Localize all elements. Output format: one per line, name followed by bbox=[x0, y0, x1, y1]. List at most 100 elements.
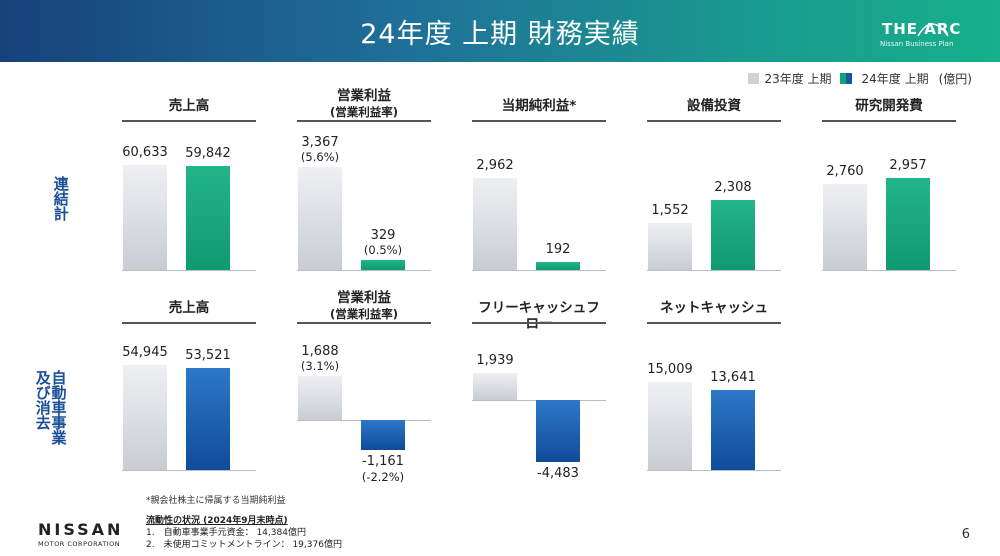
chart-title-text: 売上高 bbox=[168, 300, 210, 316]
chart-baseline bbox=[472, 270, 606, 271]
bar-23 bbox=[648, 382, 692, 470]
arc-logo-icon bbox=[917, 23, 949, 37]
data-label: -1,161 bbox=[362, 454, 404, 470]
data-label: 53,521 bbox=[185, 347, 231, 363]
chart-title-rule bbox=[297, 120, 431, 122]
percent-label: (-2.2%) bbox=[361, 470, 405, 485]
chart-title-rule bbox=[297, 322, 431, 324]
data-label: 60,633 bbox=[122, 145, 168, 160]
bar-24 bbox=[361, 420, 405, 451]
chart-title: 営業利益 (営業利益率) bbox=[297, 290, 431, 322]
data-label: -4,483 bbox=[537, 466, 579, 482]
data-label: 13,641 bbox=[710, 370, 756, 386]
chart-title-text: フリーキャッシュフロー bbox=[478, 300, 600, 332]
legend-label-23: 23年度 上期 bbox=[764, 72, 832, 86]
bar-23 bbox=[298, 376, 342, 420]
liquidity-title: 流動性の状況 (2024年9月末時点) bbox=[146, 516, 288, 526]
chart-baseline bbox=[122, 270, 256, 271]
chart-baseline bbox=[122, 470, 256, 471]
row-label-auto: 自動車事業 及び消去 bbox=[33, 370, 68, 445]
legend: 23年度 上期 24年度 上期 (億円) bbox=[740, 70, 972, 87]
bar-23 bbox=[298, 167, 342, 270]
chart-title-rule bbox=[647, 120, 781, 122]
percent-label: (3.1%) bbox=[300, 359, 340, 373]
chart-title-text: 設備投資 bbox=[687, 98, 741, 114]
legend-swatch-24 bbox=[839, 73, 846, 84]
chart-baseline bbox=[647, 470, 781, 471]
bar-24 bbox=[711, 200, 755, 270]
legend-swatch-23 bbox=[748, 73, 760, 84]
bar-24 bbox=[536, 400, 580, 463]
data-label: 1,552 bbox=[651, 202, 689, 218]
legend-unit: (億円) bbox=[938, 72, 972, 86]
logo-name: THE ARC bbox=[882, 20, 962, 38]
legend-label-24: 24年度 上期 bbox=[861, 72, 929, 86]
bar-24 bbox=[361, 259, 405, 270]
chart-title: 売上高 bbox=[122, 300, 256, 316]
row-label-consolidated: 連結計 bbox=[51, 176, 70, 221]
bar-24 bbox=[186, 367, 230, 470]
chart-title-text: 売上高 bbox=[168, 98, 210, 114]
chart-title: 営業利益 (営業利益率) bbox=[297, 88, 431, 120]
data-label: 15,009 bbox=[647, 362, 693, 377]
chart-baseline bbox=[297, 270, 431, 271]
bar-23 bbox=[123, 165, 167, 270]
chart-title-rule bbox=[647, 322, 781, 324]
footnote: *親会社株主に帰属する当期純利益 bbox=[146, 496, 286, 506]
chart-subtitle: (営業利益率) bbox=[329, 307, 398, 321]
liquidity-line-1: 1. 自動車事業手元資金： 14,384億円 bbox=[146, 528, 306, 538]
chart-title: 当期純利益* bbox=[472, 98, 606, 114]
chart-title-rule bbox=[122, 322, 256, 324]
data-label: 1,688 bbox=[301, 344, 339, 359]
data-label: 329 bbox=[370, 227, 396, 243]
data-label: 2,962 bbox=[476, 158, 514, 173]
logo-subtitle: Nissan Business Plan bbox=[880, 40, 954, 48]
chart-title-text: 営業利益 bbox=[337, 88, 391, 104]
data-label: 1,939 bbox=[476, 353, 514, 368]
bar-23 bbox=[473, 178, 517, 270]
bar-23 bbox=[473, 373, 517, 400]
chart-subtitle: (営業利益率) bbox=[329, 105, 398, 119]
data-label: 54,945 bbox=[122, 345, 168, 360]
data-label: 2,957 bbox=[889, 158, 927, 173]
chart-title: 売上高 bbox=[122, 98, 256, 114]
percent-label: (5.6%) bbox=[300, 150, 340, 164]
chart-title-rule bbox=[472, 120, 606, 122]
data-label: 192 bbox=[545, 242, 571, 257]
brand-name: NISSAN bbox=[38, 520, 124, 539]
nissan-logo: NISSAN MOTOR CORPORATION bbox=[38, 520, 123, 548]
page-title: 24年度 上期 財務実績 bbox=[360, 19, 640, 50]
chart-title: フリーキャッシュフロー bbox=[472, 300, 606, 332]
data-label: 59,842 bbox=[185, 146, 231, 162]
bar-24 bbox=[886, 178, 930, 270]
chart-title: 設備投資 bbox=[647, 98, 781, 114]
legend-swatch-24b bbox=[845, 73, 852, 84]
chart-title-rule bbox=[122, 120, 256, 122]
bar-24 bbox=[711, 390, 755, 470]
bar-24 bbox=[186, 166, 230, 270]
chart-title-text: 研究開発費 bbox=[855, 98, 923, 114]
chart-title-rule bbox=[472, 322, 606, 324]
brand-sub: MOTOR CORPORATION bbox=[38, 540, 121, 548]
bar-23 bbox=[123, 365, 167, 470]
bar-23 bbox=[648, 222, 692, 270]
data-label: 3,367 bbox=[301, 135, 339, 150]
percent-label: (0.5%) bbox=[363, 242, 403, 257]
header-banner: 24年度 上期 財務実績 THE ARC Nissan Business Pla… bbox=[0, 0, 1000, 62]
chart-baseline bbox=[822, 270, 956, 271]
liquidity-line-2: 2. 未使用コミットメントライン： 19,376億円 bbox=[146, 540, 342, 550]
chart-title: 研究開発費 bbox=[822, 98, 956, 114]
bar-24 bbox=[536, 262, 580, 270]
chart-title: ネットキャッシュ bbox=[647, 300, 781, 316]
liquidity-box: 流動性の状況 (2024年9月末時点) 1. 自動車事業手元資金： 14,384… bbox=[146, 515, 342, 551]
chart-title-text: ネットキャッシュ bbox=[660, 300, 768, 316]
chart-title-rule bbox=[822, 120, 956, 122]
the-arc-logo: THE ARC Nissan Business Plan bbox=[874, 6, 984, 58]
chart-title-text: 当期純利益* bbox=[501, 98, 577, 114]
bar-23 bbox=[823, 184, 867, 270]
chart-baseline bbox=[647, 270, 781, 271]
data-label: 2,308 bbox=[714, 180, 752, 195]
data-label: 2,760 bbox=[826, 164, 864, 180]
chart-title-text: 営業利益 bbox=[337, 290, 391, 306]
page-number: 6 bbox=[961, 527, 970, 542]
